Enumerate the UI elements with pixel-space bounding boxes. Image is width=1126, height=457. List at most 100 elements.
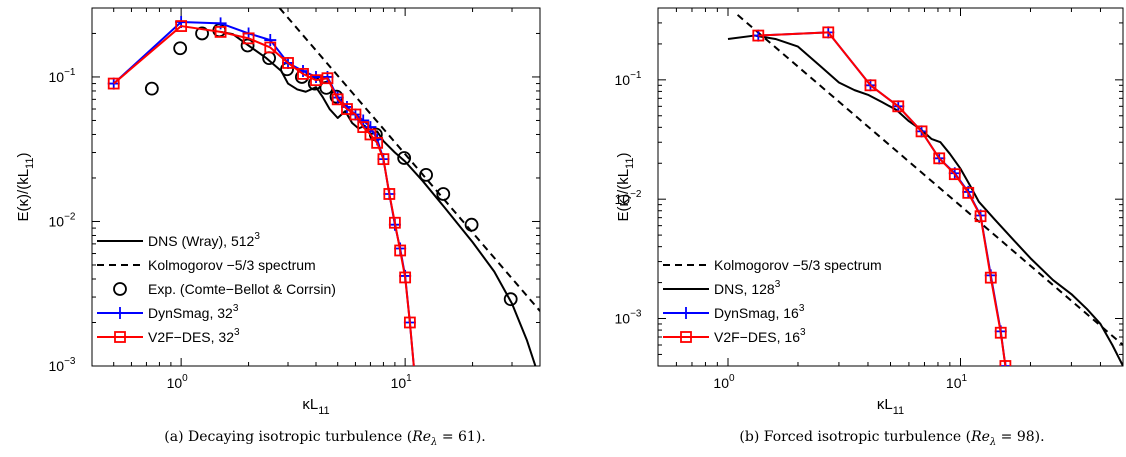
series-5 [107,20,416,366]
caption-suffix: = 61). [437,429,485,445]
tick-exponent: −3 [630,309,642,320]
legend-label-superscript: 3 [775,279,781,290]
x-axis-label-main: κL [302,396,318,413]
data-point-square [822,26,835,39]
x-tick-label: 101 [946,373,968,391]
data-point-square [175,20,188,32]
tick-exponent: −2 [64,211,76,222]
caption-prefix: (a) Decaying isotropic turbulence ( [164,429,412,445]
y-axis-label-close: ) [15,153,32,158]
tick-exponent: 0 [729,373,735,384]
data-point-square [349,108,362,121]
legend-label-superscript: 3 [800,327,806,338]
plot-area [107,8,540,366]
data-point-square [377,153,390,166]
legend-label: DNS, 1283 [714,279,781,297]
y-axis-label-close: ) [615,153,632,158]
caption: (a) Decaying isotropic turbulence (Reλ =… [164,429,485,448]
data-point-circle [419,168,433,182]
caption-suffix: = 98). [996,429,1044,445]
tick-exponent: 0 [182,373,188,384]
legend-label-superscript: 3 [254,231,260,242]
legend-label: DynSmag, 323 [148,303,239,321]
data-point-square [388,216,401,229]
series-line [278,8,540,312]
y-axis-label-subscript: 11 [24,158,36,169]
legend-label: Kolmogorov −5/3 spectrum [148,257,316,273]
legend-swatch-square [114,331,126,343]
y-tick-label: 10−2 [615,189,642,207]
legend-label-main: V2F−DES, 16 [714,329,800,345]
plot-area [727,14,1123,366]
data-point-square [864,79,877,92]
series-4 [107,16,416,366]
tick-base: 10 [615,72,631,88]
x-axis-label: κL11 [302,396,329,417]
y-tick-label: 10−3 [615,309,642,327]
x-tick-label: 100 [713,373,735,391]
y-tick-label: 10−1 [49,67,76,85]
data-point-square [242,32,255,45]
series-2 [278,8,540,312]
legend-label: DNS (Wray), 5123 [148,231,260,249]
caption-subscript: λ [430,437,437,448]
data-point-plus [264,34,277,47]
tick-exponent: 1 [406,373,412,384]
legend-label-superscript: 3 [799,303,805,314]
chart-panel-b: 100 10110−310−210−1κL11E(κ)/(kL11)Kolmogo… [615,7,1124,448]
data-point-circle [173,41,188,56]
legend-label: V2F−DES, 163 [714,327,806,345]
tick-base: 10 [49,69,65,85]
y-tick-label: 10−2 [49,211,76,229]
legend-swatch-square [680,331,692,343]
series-1 [220,30,537,366]
series-2 [727,34,1123,366]
y-tick-label: 10−3 [49,356,76,374]
legend: Kolmogorov −5/3 spectrum DNS, 1283 DynSmag… [663,257,882,345]
data-point-square [752,29,765,42]
x-tick-label: 101 [391,373,413,391]
tick-base: 10 [49,358,65,374]
tick-base: 10 [713,375,729,391]
y-axis-label: E(κ)/(kL11) [15,153,36,222]
y-axis-label: E(κ)/(kL11) [615,153,636,222]
legend-label-superscript: 3 [234,327,240,338]
x-tick-label: 100 [167,373,189,391]
data-point-circle [464,217,479,232]
data-point-square [383,188,396,200]
legend-label-main: Exp. (Comte−Bellot & Corrsin) [148,281,336,297]
data-point-square [357,121,370,133]
legend-label-main: Kolmogorov −5/3 spectrum [148,257,316,273]
x-axis-label-main: κL [877,396,893,413]
legend: DNS (Wray), 5123 Kolmogorov −5/3 spectrum… [97,231,336,345]
data-point-circle [397,151,412,165]
legend-item: DynSmag, 163 [663,303,805,321]
y-axis-label-main: E(κ)/(kL [15,169,32,222]
data-point-circle [195,26,209,41]
x-axis-label-subscript: 11 [318,405,329,417]
data-point-circle [503,292,518,307]
legend-item: DNS, 1283 [663,279,781,297]
data-point-circle [144,81,159,96]
data-point-square [321,72,334,85]
legend-swatch-plus [114,307,126,319]
data-point-square [999,360,1012,366]
data-point-square [933,152,946,165]
data-point-square [297,67,309,80]
caption: (b) Forced isotropic turbulence (Reλ = 9… [739,429,1044,448]
caption-prefix: (b) Forced isotropic turbulence ( [739,429,971,445]
data-point-square [282,57,294,69]
data-point-square [264,41,277,54]
tick-base: 10 [946,375,962,391]
data-point-plus [340,100,353,113]
data-point-square [984,271,997,284]
legend-item: DNS (Wray), 5123 [97,231,260,249]
series-1 [736,14,1123,346]
legend-label-main: Kolmogorov −5/3 spectrum [714,257,882,273]
data-point-square [948,168,961,181]
tick-exponent: −1 [630,70,642,81]
caption-math: Re [970,429,990,445]
legend-label-main: DynSmag, 32 [148,305,233,321]
